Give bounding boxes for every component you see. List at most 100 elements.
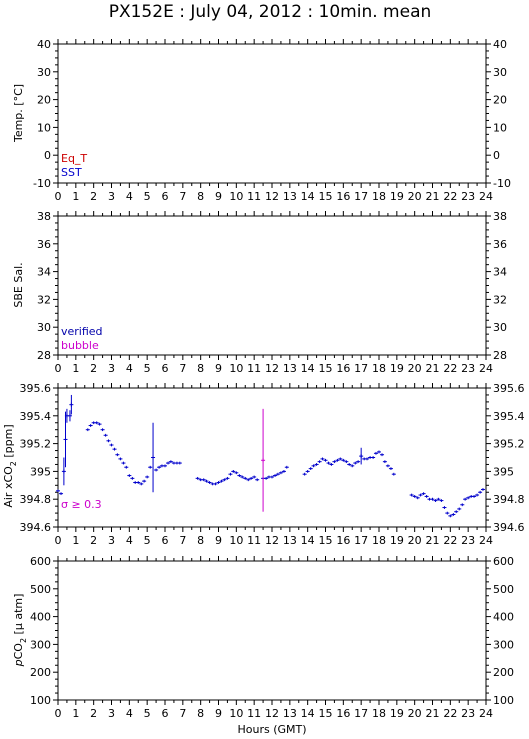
data-point	[445, 511, 450, 515]
data-point	[451, 513, 456, 516]
x-tick-label: 17	[354, 534, 368, 547]
y-tick-label-left: 28	[37, 349, 51, 362]
data-point	[130, 476, 135, 480]
y-axis-label-main: CO	[12, 643, 25, 660]
y-tick-label-right: 30	[493, 321, 507, 334]
x-tick-label: 0	[55, 707, 62, 720]
x-tick-label: 23	[461, 190, 475, 203]
y-tick-label-left: 0	[44, 149, 51, 162]
data-point	[201, 478, 206, 482]
data-point	[412, 495, 417, 498]
x-tick-label: 3	[108, 190, 115, 203]
y-tick-label-left: 500	[30, 583, 51, 596]
data-point	[350, 464, 355, 468]
data-point	[106, 439, 111, 443]
y-tick-label-right: 20	[493, 94, 507, 107]
x-tick-label: 7	[179, 190, 186, 203]
data-point	[415, 496, 420, 500]
x-tick-label: 19	[390, 362, 404, 375]
y-tick-label-left: 30	[37, 321, 51, 334]
data-point	[391, 472, 396, 476]
data-point	[118, 457, 123, 461]
data-point	[234, 471, 239, 475]
data-point	[249, 476, 254, 480]
x-tick-label: 14	[301, 534, 315, 547]
x-tick-label: 12	[265, 707, 279, 720]
chart-title: PX152E : July 04, 2012 : 10min. mean	[109, 2, 432, 22]
x-tick-label: 1	[72, 707, 79, 720]
x-tick-label: 10	[229, 362, 243, 375]
x-tick-label: 13	[283, 362, 297, 375]
y-tick-label-left: 400	[30, 611, 51, 624]
data-point	[373, 451, 378, 455]
x-tick-label: 20	[408, 534, 422, 547]
data-point	[463, 497, 468, 501]
x-tick-label: 6	[162, 190, 169, 203]
y-axis-label: Temp. [°C]	[12, 84, 25, 143]
data-point	[305, 470, 310, 473]
data-point	[475, 493, 480, 497]
legend-verified: verified	[61, 325, 103, 338]
x-tick-label: 15	[319, 190, 333, 203]
data-point	[347, 463, 352, 466]
x-tick-label: 4	[126, 190, 133, 203]
data-point	[329, 463, 334, 466]
data-point	[59, 492, 64, 496]
x-tick-label: 1	[72, 534, 79, 547]
y-tick-label-right: 38	[493, 210, 507, 223]
legend-eq-t: Eq_T	[61, 152, 87, 165]
x-tick-label: 21	[426, 534, 440, 547]
y-axis-label-italic: p	[12, 659, 25, 667]
y-tick-label-left: 600	[30, 555, 51, 568]
y-axis-ticks: -10 -10 0 0 10 10 20 20 30 30 40 40	[33, 38, 511, 190]
x-tick-label: 8	[197, 707, 204, 720]
x-tick-label: 11	[247, 190, 261, 203]
data-point	[281, 470, 286, 473]
data-point	[457, 507, 462, 511]
data-point	[317, 460, 322, 464]
data-point	[136, 481, 141, 484]
x-tick-label: 18	[372, 190, 386, 203]
x-tick-label: 23	[461, 534, 475, 547]
y-tick-label-left: 200	[30, 666, 51, 679]
x-tick-label: 13	[283, 707, 297, 720]
x-tick-label: 9	[215, 707, 222, 720]
legend-sst: SST	[61, 166, 82, 179]
y-tick-label-right: 32	[493, 293, 507, 306]
data-point	[139, 482, 144, 486]
x-tick-label: 14	[301, 362, 315, 375]
x-tick-label: 4	[126, 707, 133, 720]
data-point	[213, 482, 218, 486]
data-point	[323, 458, 328, 462]
y-tick-label-left: 100	[30, 694, 51, 707]
data-point	[480, 488, 485, 491]
data-point	[142, 479, 147, 483]
x-tick-label: 9	[215, 534, 222, 547]
x-tick-label: 16	[336, 534, 350, 547]
data-point	[371, 456, 376, 459]
data-point	[246, 478, 251, 482]
x-axis-ticks: 0 1 2 3 4 5 6 7 8 9 10 11 12 13 14 15 16 17 18 19 20 21 22 23 24	[55, 383, 493, 547]
data-point	[314, 463, 319, 466]
x-tick-label: 22	[443, 707, 457, 720]
x-tick-label: 7	[179, 362, 186, 375]
data-point	[466, 496, 471, 500]
x-tick-label: 3	[108, 534, 115, 547]
data-point-high-sigma	[261, 408, 266, 512]
y-tick-label-left: 34	[37, 266, 51, 279]
data-point	[302, 472, 307, 476]
x-tick-label: 4	[126, 362, 133, 375]
data-point	[225, 476, 230, 480]
y-tick-label-left: 32	[37, 293, 51, 306]
data-point	[163, 464, 167, 468]
x-tick-label: 2	[90, 707, 97, 720]
data-point	[326, 461, 331, 465]
y-tick-label-left: -10	[33, 177, 51, 190]
x-tick-label: 11	[247, 707, 261, 720]
y-tick-label-right: 200	[493, 666, 514, 679]
x-axis-ticks: 0 1 2 3 4 5 6 7 8 9 10 11 12 13 14 15 16 17 18 19 20 21 22 23 24	[55, 39, 493, 203]
y-tick-label-right: 10	[493, 121, 507, 134]
